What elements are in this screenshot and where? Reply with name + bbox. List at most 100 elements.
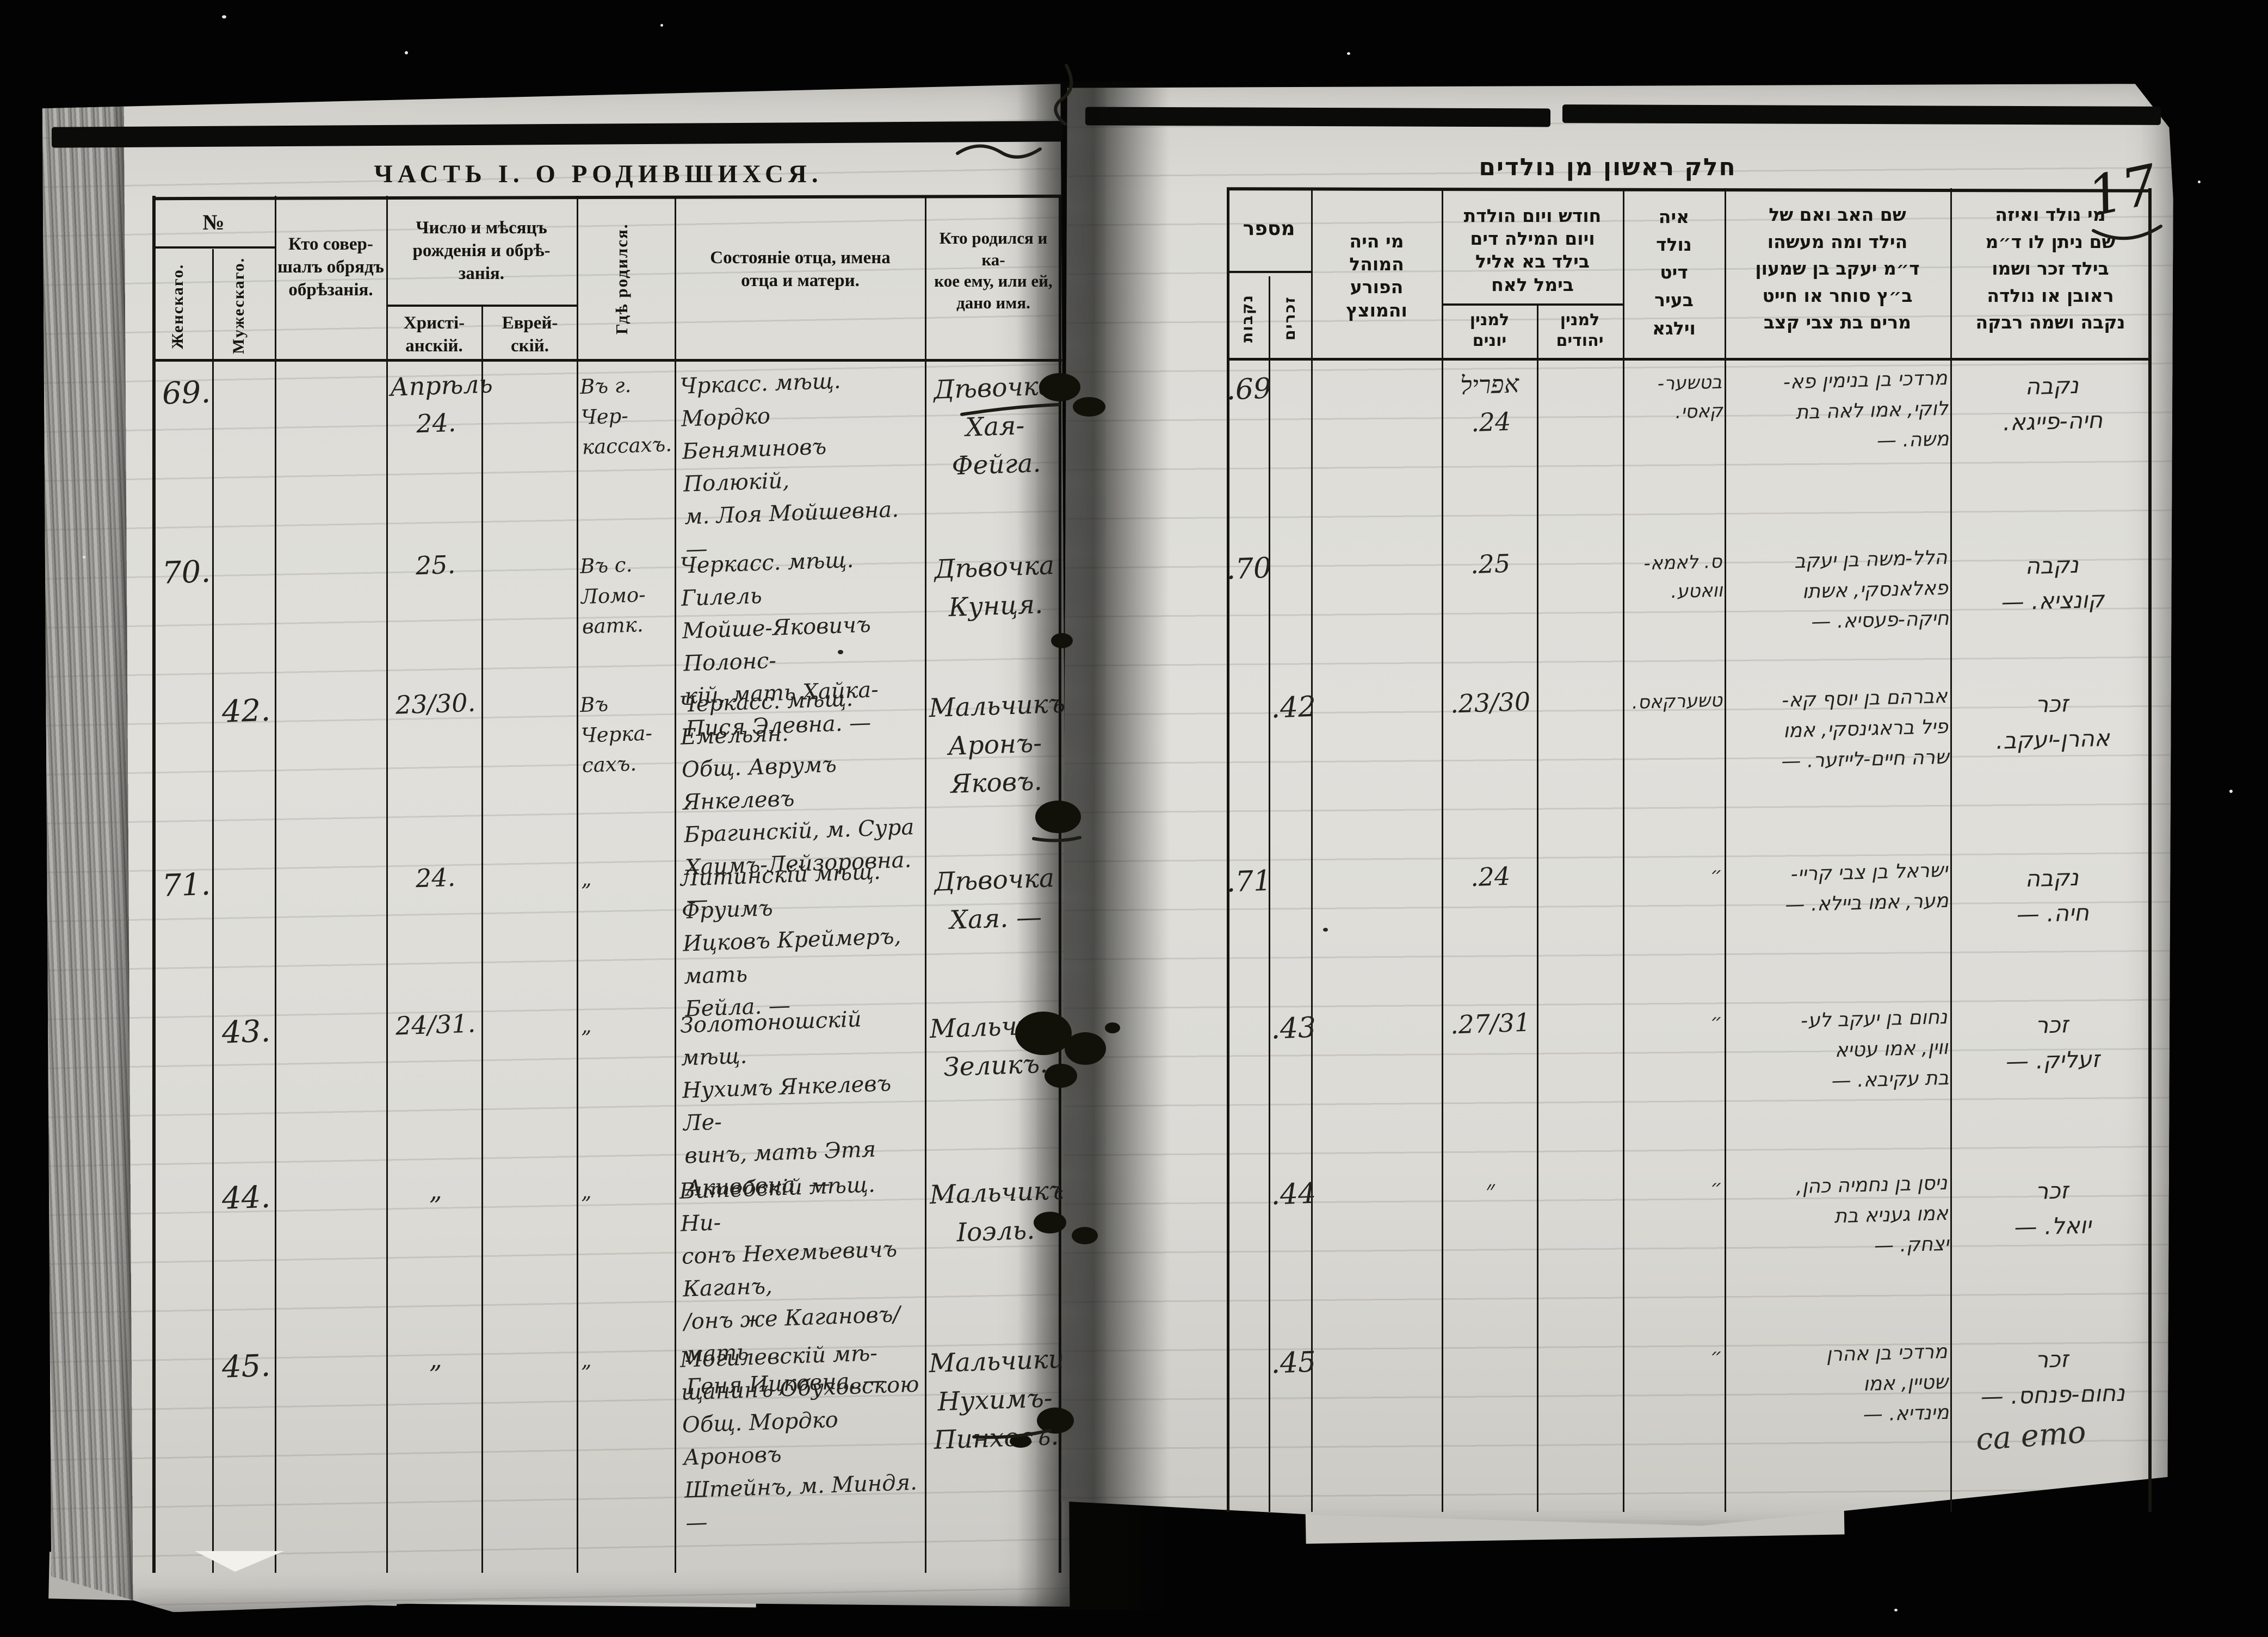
record-birthplace: ״ — [1710, 1344, 1723, 1367]
record-number-male: 43. — [1270, 1011, 1317, 1046]
record-parents: אברהם בן יוסף קא- פיל בראגינסקי, אמו שרה… — [1781, 685, 1949, 773]
column-rule — [212, 249, 214, 1573]
column-rule — [1442, 188, 1443, 1512]
table-border — [152, 196, 156, 1573]
col-date-jewish-header: למנין יהודים — [1556, 311, 1604, 351]
record-child-name: זכר אהרן-יעקב. — [1995, 690, 2110, 754]
record-parents: Чркасс. мѣщ. Мордко Беняминовъ Полюкій, … — [679, 368, 899, 562]
record-date-christian: 25. — [415, 549, 456, 581]
col-performer-header: Кто совер- шалъ обрядъ обрѣзанія. — [277, 234, 384, 300]
col-parents-header: שם האב ואם של הילד ומה מעשהו ד״מ יעקב בן… — [1755, 204, 1920, 333]
dust-speck — [660, 24, 663, 27]
column-rule — [386, 196, 388, 1573]
record-number-female: 69. — [1226, 372, 1272, 407]
record-parents: מרדכי בן בנימין פא- לוקי, אמו לאה בת משה… — [1783, 367, 1949, 452]
record-birthplace: Въ г. Чер- кассахъ. — [579, 373, 672, 459]
table-row: 70. 25. ס. לאמא- וואטע. הלל-משה בן יעקב פאל… — [1226, 540, 2152, 679]
column-rule — [481, 305, 483, 1573]
record-number-male: 42. — [1270, 690, 1317, 725]
record-child-name: זכר יואל. — — [2013, 1177, 2092, 1241]
right-page-top-rule — [1562, 104, 2161, 125]
table-row: 44. „ „ Витебскій мѣщ. Ни- сонъ Нехемьевичъ… — [152, 1167, 1066, 1399]
record-birthplace: „ — [580, 1180, 592, 1204]
record-parents: מרדכי בן אהרן שטיין, אמו מינדיא. — — [1826, 1340, 1949, 1426]
left-table: ЧАСТЬ I. О РОДИВШИХСЯ. № Женскаго. Мужес… — [152, 146, 1066, 1574]
rule — [1227, 358, 2152, 361]
record-parents: ישראל בן צבי קריי- מער, אמו ביילא. — — [1784, 859, 1949, 916]
record-date-christian: 24. — [415, 862, 456, 894]
rule — [152, 359, 1062, 362]
col-mohel-header: מי היה המוהל הפורע והמוצץ — [1346, 231, 1407, 321]
record-date-christian: 23/30. — [1449, 686, 1531, 719]
table-border — [1227, 188, 1229, 1512]
record-number-female: 69. — [161, 374, 212, 412]
column-rule — [675, 196, 676, 1573]
col-dates-header: חודש ויום הולדת ויום המילה דים בילד בא א… — [1463, 205, 1602, 295]
col-date-jewish-header: Еврей- скій. — [502, 313, 558, 356]
record-birthplace: טשערקאס. — [1632, 689, 1723, 714]
table-row: 45. „ „ Могилевскій мѣ- щанинъ Обуховскою О… — [152, 1335, 1065, 1574]
record-birthplace: „ — [580, 867, 592, 891]
dust-speck — [405, 51, 408, 54]
book-fore-edge — [42, 95, 133, 1609]
col-child-header: מי נולד ואיזה שם ניתן לו ד״מ בילד זכר וש… — [1975, 204, 2125, 333]
table-row: 71. 24. „ Литинскій мѣщ. Фруимъ Ицковъ Крей… — [152, 854, 1062, 1022]
record-date-christian: 24/31. — [394, 1008, 476, 1041]
column-rule — [1623, 188, 1624, 1512]
table-row: 70. 25. Въ с. Ломо- ватк. Черкасс. мѣщ. Гил… — [152, 541, 1062, 742]
ink-speck — [838, 650, 843, 654]
rule — [386, 305, 577, 307]
col-dates-header: Число и мѣсяцъ рожденія и обрѣ- занія. — [412, 218, 551, 284]
column-rule — [1950, 188, 1952, 1512]
record-date-christian: ״ — [1485, 1174, 1496, 1205]
col-number-header: מספר — [1243, 218, 1295, 240]
dust-speck — [2229, 790, 2233, 793]
record-date-christian: Апрѣль 24. — [389, 369, 493, 439]
record-number-female: 71. — [161, 866, 212, 904]
record-number-male: 45. — [1270, 1345, 1317, 1380]
table-row: 42. 23/30. טשערקאס. אברהם בן יוסף קא- פיל ב… — [1227, 679, 2152, 853]
record-child-name: זכר נחום-פנחס. — — [1980, 1345, 2125, 1410]
record-date-christian: „ — [428, 1344, 443, 1374]
table-row: 69. Апрѣль 24. Въ г. Чер- кассахъ. Чркасс. … — [152, 362, 1062, 562]
dust-speck — [2198, 181, 2201, 183]
record-birthplace: ״ — [1710, 863, 1723, 886]
record-birthplace: בטשער- קאסי. — [1657, 371, 1723, 423]
dust-speck — [83, 556, 85, 559]
binding-gutter-shadow — [1017, 82, 1170, 1610]
record-child-name: נקבה חיה. — — [2016, 864, 2090, 928]
record-number-male: 44. — [1270, 1177, 1317, 1212]
record-child-name: נקבה קונציא. — — [2001, 551, 2105, 616]
record-birthplace: Въ с. Ломо- ватк. — [579, 553, 646, 638]
column-rule — [577, 196, 578, 1573]
col-number-header: № — [202, 210, 225, 234]
table-row: 43. 24/31. „ Золотоношскій мѣщ. Нухимъ Янке… — [152, 1001, 1066, 1201]
col-whereborn-header: איה נולד דיט בעיר וילגא — [1652, 206, 1696, 339]
record-birthplace: ס. לאמא- וואטע. — [1643, 550, 1723, 603]
record-number-male: 43. — [221, 1013, 271, 1051]
record-date-christian: אפריל 24. — [1460, 369, 1520, 438]
table-border — [2148, 188, 2152, 1512]
left-page-title: ЧАСТЬ I. О РОДИВШИХСЯ. — [374, 160, 823, 188]
record-birthplace: „ — [580, 1014, 592, 1038]
rule — [1227, 271, 1311, 273]
dust-speck — [1894, 1609, 1898, 1611]
record-date-christian: 23/30. — [394, 687, 476, 720]
table-row: 69. אפריל 24. בטשער- קאסי. מרדכי בן בנימין … — [1226, 361, 2152, 540]
record-date-christian: 27/31. — [1449, 1007, 1531, 1040]
column-rule — [1537, 303, 1538, 1512]
record-birthplace: „ — [580, 1348, 592, 1372]
table-row: 43. 27/31. ״ נחום בן יעקב לע- ווין, אמו עטי… — [1227, 1000, 2152, 1165]
record-parents: ניסן בן נחמיה כהן, אמו געניא בת יצחק. — — [1795, 1171, 1949, 1257]
record-parents: Литинскій мѣщ. Фруимъ Ицковъ Креймеръ, м… — [680, 859, 901, 1022]
record-parents: Могилевскій мѣ- щанинъ Обуховскою Общ. М… — [679, 1341, 920, 1536]
record-birthplace: Въ Черка- сахъ. — [579, 692, 653, 777]
record-number-female: 70. — [161, 554, 212, 591]
record-number-male: 42. — [221, 692, 271, 730]
table-row: 44. ״ ״ ניסן בן נחמיה כהן, אמו געניא בת יצח… — [1227, 1165, 2152, 1334]
record-date-christian: „ — [428, 1175, 443, 1206]
rule — [1442, 303, 1623, 306]
col-parents-header: Состояніе отца, имена отца и матери. — [710, 248, 891, 291]
record-date-christian: 25. — [1469, 548, 1511, 580]
